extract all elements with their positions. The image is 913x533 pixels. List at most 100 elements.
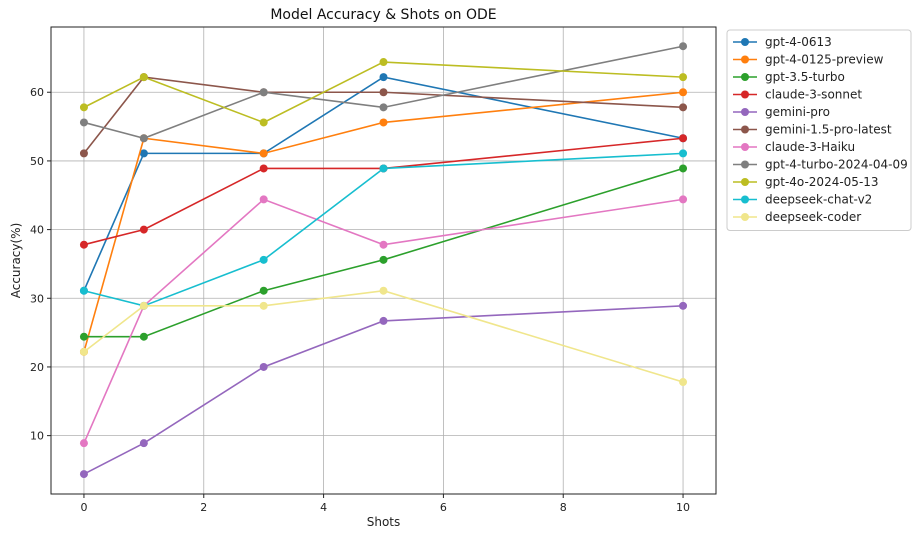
legend-label: gemini-1.5-pro-latest bbox=[765, 123, 892, 137]
legend-marker bbox=[741, 125, 749, 134]
x-tick-label: 4 bbox=[320, 501, 327, 514]
legend-marker bbox=[741, 38, 749, 46]
x-tick-label: 6 bbox=[440, 501, 447, 514]
data-point bbox=[379, 73, 388, 82]
data-point bbox=[679, 195, 688, 204]
data-point bbox=[259, 164, 268, 173]
data-point bbox=[259, 195, 268, 204]
y-tick-label: 20 bbox=[30, 361, 44, 374]
legend-label: deepseek-coder bbox=[765, 210, 861, 224]
legend-item: gpt-4o-2024-05-13 bbox=[733, 175, 879, 189]
legend-marker bbox=[741, 178, 749, 186]
x-tick-label: 0 bbox=[80, 501, 87, 514]
legend-item: gpt-4-0613 bbox=[733, 35, 832, 49]
data-point bbox=[139, 73, 148, 82]
series-line bbox=[83, 305, 684, 475]
data-point bbox=[139, 301, 148, 310]
data-point bbox=[139, 439, 148, 448]
data-point bbox=[679, 134, 688, 143]
series-7 bbox=[79, 42, 688, 143]
data-point bbox=[139, 149, 148, 158]
legend-item: claude-3-sonnet bbox=[733, 88, 862, 102]
data-point bbox=[379, 58, 388, 67]
data-point bbox=[679, 149, 688, 158]
data-point bbox=[679, 88, 688, 97]
legend-label: claude-3-Haiku bbox=[765, 140, 855, 154]
data-point bbox=[259, 255, 268, 264]
data-point bbox=[79, 470, 88, 479]
series-line bbox=[83, 167, 684, 338]
chart-title: Model Accuracy & Shots on ODE bbox=[270, 7, 496, 23]
data-point bbox=[79, 439, 88, 448]
legend-marker bbox=[741, 160, 749, 169]
x-tick-label: 8 bbox=[560, 501, 567, 514]
series-line bbox=[83, 91, 684, 353]
legend-label: gpt-3.5-turbo bbox=[765, 70, 845, 84]
series-3 bbox=[79, 134, 688, 249]
data-point bbox=[139, 134, 148, 143]
legend-label: gpt-4-0613 bbox=[765, 35, 832, 49]
data-point bbox=[679, 301, 688, 310]
data-point bbox=[259, 88, 268, 97]
series-9 bbox=[79, 149, 688, 310]
data-point bbox=[379, 240, 388, 249]
legend-label: gpt-4-0125-preview bbox=[765, 53, 884, 67]
data-point bbox=[139, 332, 148, 341]
legend-label: gpt-4o-2024-05-13 bbox=[765, 175, 879, 189]
legend-marker bbox=[741, 213, 749, 221]
y-tick-label: 60 bbox=[30, 86, 44, 99]
legend-item: gemini-1.5-pro-latest bbox=[733, 123, 892, 137]
ticks: 0 2 4 6 8 10 10 20 30 40 50 60 bbox=[30, 86, 690, 514]
data-point bbox=[379, 164, 388, 173]
series-line bbox=[83, 137, 684, 246]
series-lines bbox=[79, 42, 688, 479]
series-4 bbox=[79, 301, 688, 479]
series-5 bbox=[79, 73, 688, 158]
data-point bbox=[379, 118, 388, 127]
legend-item: gpt-4-0125-preview bbox=[733, 53, 884, 67]
y-tick-label: 50 bbox=[30, 155, 44, 168]
data-point bbox=[79, 149, 88, 158]
legend-item: gpt-3.5-turbo bbox=[733, 70, 845, 84]
data-point bbox=[379, 316, 388, 325]
data-point bbox=[79, 240, 88, 249]
x-tick-label: 2 bbox=[200, 501, 207, 514]
legend-box bbox=[726, 29, 912, 231]
y-axis-label: Accuracy(%) bbox=[9, 223, 23, 299]
legend-marker bbox=[741, 90, 749, 99]
y-tick-label: 10 bbox=[30, 430, 44, 443]
y-tick-label: 30 bbox=[30, 292, 44, 305]
data-point bbox=[379, 103, 388, 112]
series-line bbox=[83, 289, 684, 383]
data-point bbox=[259, 149, 268, 158]
data-point bbox=[79, 118, 88, 127]
legend-item: deepseek-chat-v2 bbox=[733, 193, 872, 207]
legend-label: gemini-pro bbox=[765, 105, 830, 119]
x-tick-label: 10 bbox=[676, 501, 690, 514]
legend-marker bbox=[741, 195, 749, 204]
series-8 bbox=[79, 58, 688, 127]
series-2 bbox=[79, 164, 688, 341]
legend-marker bbox=[741, 108, 749, 116]
data-point bbox=[679, 42, 688, 51]
x-axis-label: Shots bbox=[367, 515, 401, 529]
legend: gpt-4-0613 gpt-4-0125-preview gpt-3.5-turb… bbox=[726, 29, 912, 231]
data-point bbox=[79, 347, 88, 356]
data-point bbox=[679, 378, 688, 387]
plot-area-frame bbox=[50, 26, 717, 495]
data-point bbox=[379, 286, 388, 295]
data-point bbox=[379, 88, 388, 97]
data-point bbox=[259, 286, 268, 295]
legend-label: deepseek-chat-v2 bbox=[765, 193, 872, 207]
y-tick-label: 40 bbox=[30, 224, 44, 237]
legend-marker bbox=[741, 55, 749, 64]
series-10 bbox=[79, 286, 688, 387]
legend-item: deepseek-coder bbox=[733, 210, 861, 224]
legend-item: gemini-pro bbox=[733, 105, 830, 119]
data-point bbox=[679, 103, 688, 112]
legend-item: claude-3-Haiku bbox=[733, 140, 855, 154]
legend-label: claude-3-sonnet bbox=[765, 88, 862, 102]
legend-marker bbox=[741, 73, 749, 81]
legend-marker bbox=[741, 143, 749, 151]
